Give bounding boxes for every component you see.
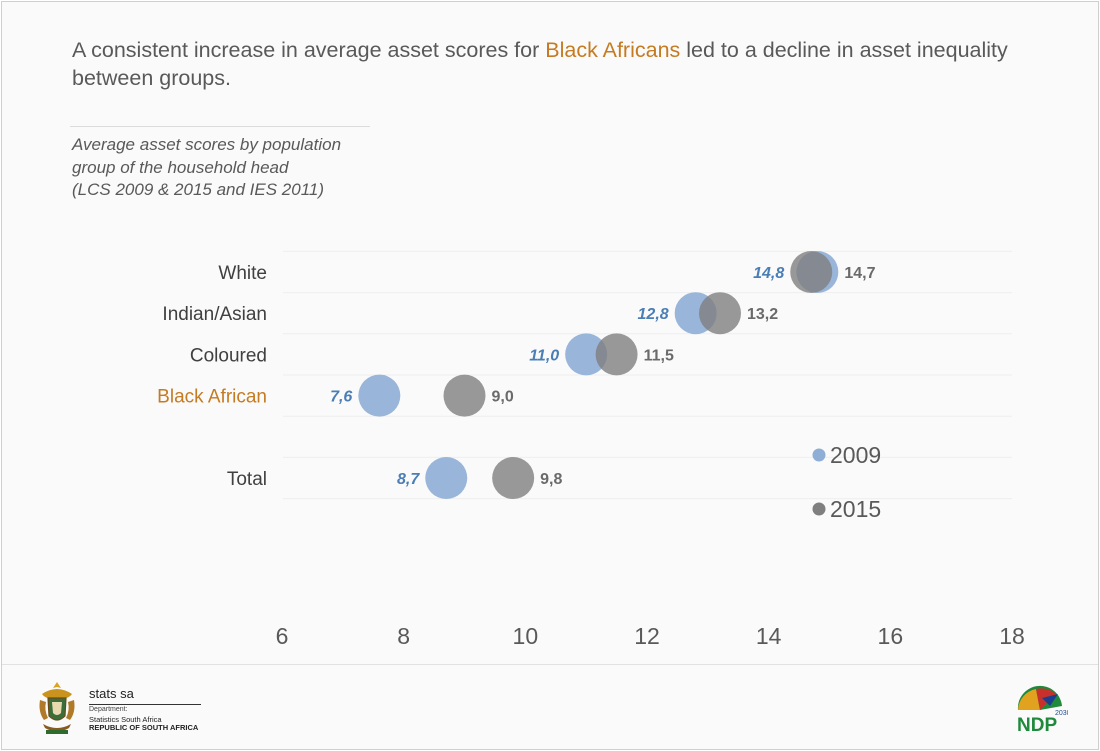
category-label: Coloured <box>190 345 267 366</box>
point-2015 <box>492 457 535 499</box>
legend-2015-marker <box>812 502 826 516</box>
x-tick-label: 14 <box>756 623 782 649</box>
point-2009 <box>358 374 401 417</box>
coat-of-arms-icon <box>39 682 75 734</box>
headline-highlight: Black Africans <box>545 38 681 62</box>
legend-2009-label: 2009 <box>830 442 881 468</box>
data-label-2015: 9,8 <box>540 471 562 488</box>
point-2015 <box>699 292 741 335</box>
data-label-2015: 9,0 <box>492 389 514 406</box>
ndp-year: 2030 <box>1055 710 1068 717</box>
data-label-2015: 14,7 <box>844 265 875 282</box>
point-2015 <box>595 333 638 376</box>
ndp-2030-logo: 2030 NDP <box>1017 685 1068 736</box>
data-label-2009: 11,0 <box>529 347 559 364</box>
data-label-2015: 13,2 <box>747 306 778 323</box>
point-2009 <box>425 457 468 499</box>
subtitle-line-2: group of the household head <box>72 157 289 177</box>
x-tick-label: 6 <box>276 623 289 649</box>
point-2009 <box>565 333 608 376</box>
subtitle-divider <box>70 126 370 127</box>
footer-divider <box>2 664 1098 665</box>
subtitle-line-3: (LCS 2009 & 2015 and IES 2011) <box>72 180 325 199</box>
stats-sa-name: stats sa <box>89 686 134 701</box>
category-label: Total <box>227 469 267 490</box>
legend-2015-label: 2015 <box>830 496 881 522</box>
data-label-2009: 12,8 <box>638 306 669 323</box>
stats-sa-country: REPUBLIC OF SOUTH AFRICA <box>89 723 199 732</box>
data-label-2009: 7,6 <box>330 389 352 406</box>
headline-part1: A consistent increase in average asset s… <box>72 38 546 62</box>
x-tick-label: 10 <box>513 623 539 649</box>
headline: A consistent increase in average asset s… <box>72 36 1062 92</box>
point-2015 <box>443 374 486 417</box>
category-label: Indian/Asian <box>162 304 267 325</box>
data-label-2009: 14,8 <box>753 265 784 282</box>
ndp-logo-text: NDP <box>1017 715 1057 736</box>
x-tick-label: 8 <box>397 623 410 649</box>
x-tick-label: 12 <box>634 623 660 649</box>
category-label: Black African <box>157 387 267 408</box>
stats-sa-rule <box>89 704 201 705</box>
legend-2009-marker <box>812 448 826 462</box>
stats-sa-dept-name: Statistics South Africa <box>89 715 162 724</box>
x-tick-label: 18 <box>999 623 1025 649</box>
point-2015 <box>790 251 833 293</box>
headline-part2: led to a decline in asset inequality bet… <box>72 38 1008 90</box>
subtitle-line-1: Average asset scores by population <box>72 135 342 154</box>
chart-subtitle: Average asset scores by population group… <box>72 134 412 202</box>
stats-sa-dept-label: Department: <box>89 706 128 713</box>
category-label: White <box>218 263 267 284</box>
data-label-2015: 11,5 <box>644 347 674 364</box>
x-tick-label: 16 <box>878 623 904 649</box>
data-label-2009: 8,7 <box>397 471 420 488</box>
